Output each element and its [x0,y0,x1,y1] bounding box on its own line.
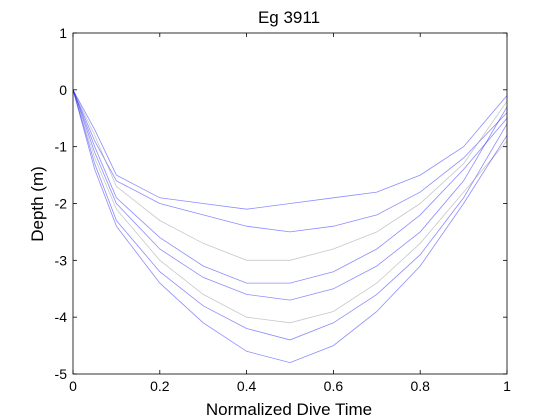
y-axis-title: Depth (m) [28,166,47,242]
x-tick-label: 1 [503,378,511,394]
dive-profile-line [73,89,507,261]
series-group [73,89,507,364]
x-tick-label: 0.8 [410,378,430,394]
x-axis-title: Normalized Dive Time [206,400,372,419]
x-tick-label: 0 [69,378,77,394]
y-tick-label: 1 [59,25,67,41]
x-tick-label: 0.4 [237,378,257,394]
dive-profile-line [73,89,507,284]
y-tick-label: -5 [55,366,68,382]
x-axis: 0 0.2 0.4 0.6 0.8 1 [69,33,511,394]
dive-profile-line [73,89,507,210]
plot-area [73,89,507,364]
dive-profile-line [73,89,507,341]
y-axis: 1 0 -1 -2 -3 -4 -5 [55,25,507,382]
dive-profile-line [73,89,507,233]
chart-title: Eg 3911 [258,8,320,27]
y-tick-label: 0 [59,82,67,98]
y-tick-label: -1 [55,139,68,155]
dive-profile-line [73,89,507,324]
x-tick-label: 0.6 [324,378,344,394]
x-tick-label: 0.2 [150,378,170,394]
y-tick-label: -3 [55,252,68,268]
dive-profile-line [73,89,507,301]
dive-profile-line [73,89,507,364]
y-tick-label: -4 [55,309,68,325]
y-tick-label: -2 [55,196,68,212]
